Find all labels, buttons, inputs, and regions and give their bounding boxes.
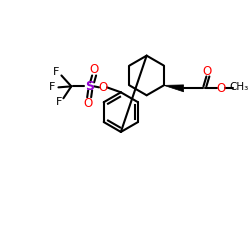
Text: O: O (98, 81, 108, 94)
Text: O: O (84, 97, 93, 110)
Polygon shape (164, 85, 184, 92)
Text: O: O (90, 63, 99, 76)
Text: F: F (56, 97, 63, 107)
Text: CH₃: CH₃ (230, 82, 249, 92)
Text: S: S (85, 80, 94, 93)
Text: F: F (53, 68, 60, 78)
Text: F: F (49, 82, 56, 92)
Text: O: O (217, 82, 226, 95)
Text: O: O (203, 65, 212, 78)
